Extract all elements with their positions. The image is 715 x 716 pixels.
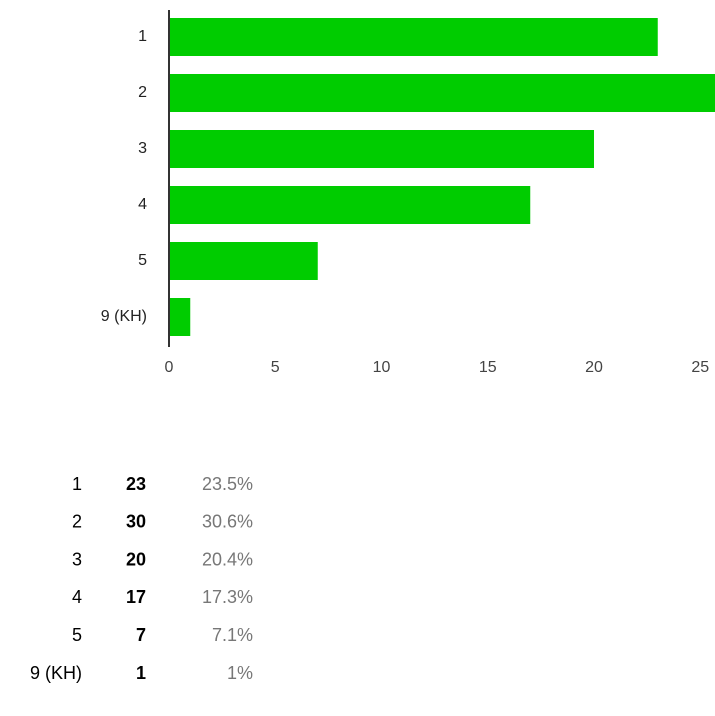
bar (169, 242, 318, 280)
table-count: 20 (126, 549, 146, 569)
x-tick-label: 0 (165, 359, 174, 376)
y-tick-label: 2 (138, 84, 147, 101)
x-tick-label: 15 (479, 359, 497, 376)
table-count: 17 (126, 587, 146, 607)
bar (169, 298, 191, 336)
y-tick-label: 4 (138, 196, 147, 213)
table-category: 5 (72, 625, 82, 645)
x-tick-label: 10 (373, 359, 391, 376)
table-category: 9 (KH) (30, 663, 82, 683)
bar (169, 74, 715, 112)
y-tick-label: 1 (138, 28, 147, 45)
bar (169, 186, 531, 224)
table-count: 23 (126, 474, 146, 494)
table-category: 1 (72, 474, 82, 494)
table-category: 4 (72, 587, 82, 607)
table-percentage: 23.5% (202, 474, 253, 494)
table-percentage: 20.4% (202, 549, 253, 569)
table-category: 3 (72, 549, 82, 569)
y-tick-label: 9 (KH) (101, 308, 147, 325)
bar (169, 130, 594, 168)
x-tick-label: 5 (271, 359, 280, 376)
table-count: 1 (136, 663, 146, 683)
table-count: 30 (126, 512, 146, 532)
x-tick-label: 25 (691, 359, 709, 376)
table-category: 2 (72, 512, 82, 532)
table-percentage: 17.3% (202, 587, 253, 607)
table-percentage: 1% (227, 663, 253, 683)
x-tick-label: 20 (585, 359, 603, 376)
table-percentage: 30.6% (202, 512, 253, 532)
table-count: 7 (136, 625, 146, 645)
y-tick-label: 5 (138, 252, 147, 269)
table-percentage: 7.1% (212, 625, 253, 645)
bar (169, 18, 658, 56)
y-tick-label: 3 (138, 140, 147, 157)
